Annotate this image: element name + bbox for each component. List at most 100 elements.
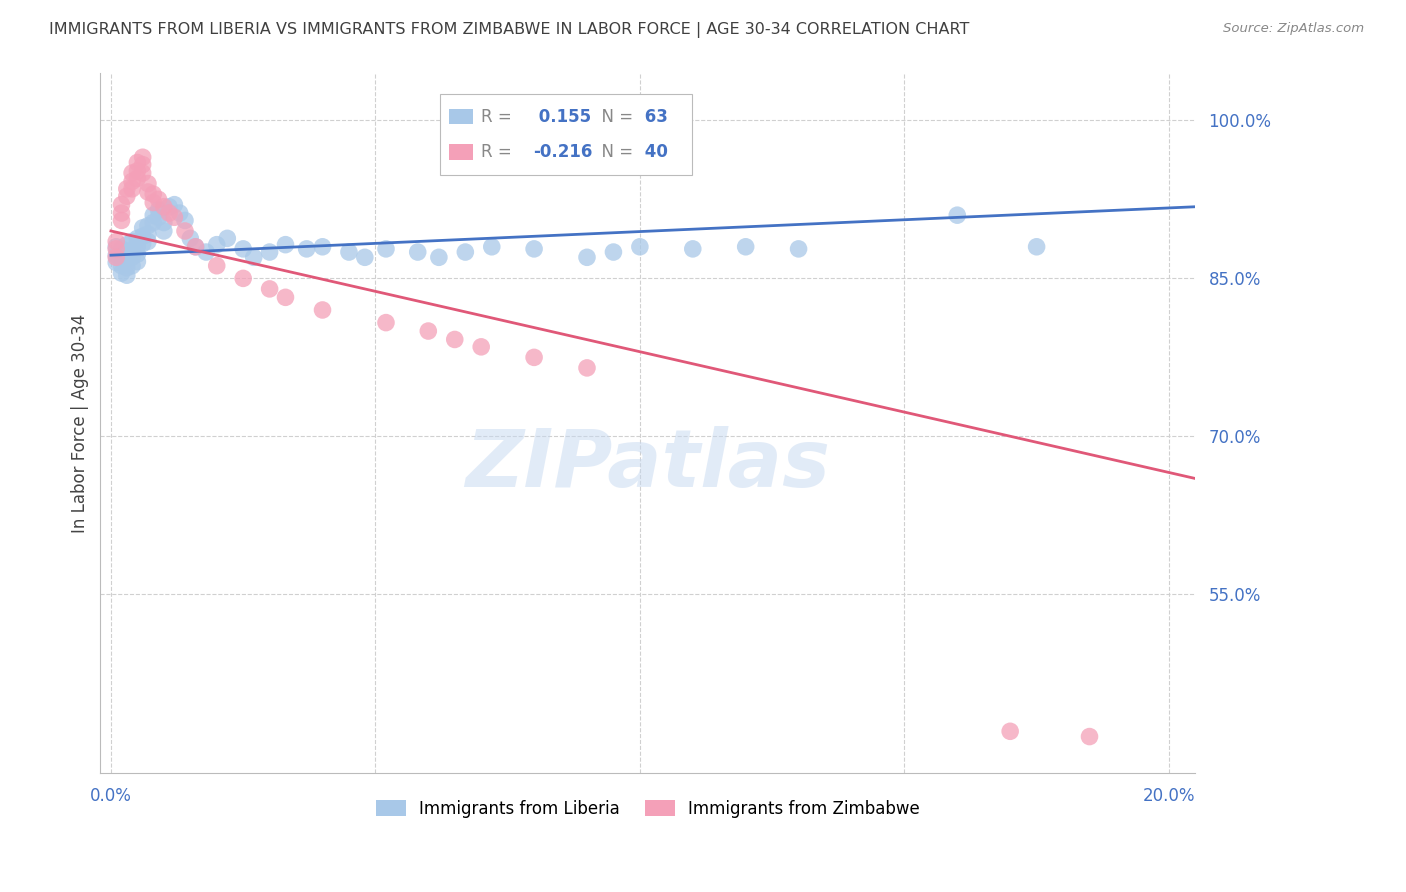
Point [195,245,218,260]
Point [454,245,477,260]
Point [127,254,149,268]
Point [136,185,159,199]
Point [115,252,138,267]
Point [105,235,128,249]
Point [406,245,429,260]
Point [148,211,170,225]
Point [148,193,170,207]
Point [375,316,398,330]
Point [127,171,149,186]
Point [127,155,149,169]
Point [602,245,624,260]
Point [184,240,207,254]
Legend: Immigrants from Liberia, Immigrants from Zimbabwe: Immigrants from Liberia, Immigrants from… [368,793,927,824]
Point [131,150,153,164]
Point [153,215,176,229]
Point [110,259,132,273]
Point [274,237,297,252]
Point [142,215,165,229]
Point [110,213,132,227]
Point [1078,730,1101,744]
Point [232,242,254,256]
Point [470,340,492,354]
Text: 63: 63 [640,108,668,126]
Text: R =: R = [481,108,517,126]
Text: N =: N = [591,143,638,161]
Point [157,206,180,220]
Point [136,219,159,233]
Point [121,250,143,264]
Point [217,231,239,245]
Text: IMMIGRANTS FROM LIBERIA VS IMMIGRANTS FROM ZIMBABWE IN LABOR FORCE | AGE 30-34 C: IMMIGRANTS FROM LIBERIA VS IMMIGRANTS FR… [49,22,970,38]
Point [375,242,398,256]
Point [337,245,360,260]
Point [259,282,281,296]
Point [131,166,153,180]
Point [105,240,128,254]
Point [734,240,756,254]
Point [427,250,450,264]
Point [121,182,143,196]
Point [184,240,207,254]
Point [110,242,132,256]
Point [481,240,503,254]
Point [174,213,197,227]
Point [142,195,165,210]
Point [105,250,128,264]
Point [105,248,128,262]
Point [523,242,546,256]
Point [142,208,165,222]
Point [157,200,180,214]
Point [127,164,149,178]
Point [575,360,598,375]
FancyBboxPatch shape [449,109,472,124]
Point [110,197,132,211]
Point [169,206,191,220]
Point [110,206,132,220]
Point [153,200,176,214]
Point [115,237,138,252]
Point [174,224,197,238]
Point [946,208,969,222]
Point [274,290,297,304]
Point [127,231,149,245]
Point [121,235,143,249]
Point [115,268,138,283]
Point [115,189,138,203]
Point [110,250,132,264]
Point [998,724,1021,739]
Text: R =: R = [481,143,517,161]
Text: 0.155: 0.155 [533,108,591,126]
Point [682,242,704,256]
Point [205,259,228,273]
Point [115,182,138,196]
Point [105,255,128,269]
Point [136,177,159,191]
Point [242,250,264,264]
Point [110,266,132,280]
Point [136,227,159,241]
FancyBboxPatch shape [440,94,692,175]
FancyBboxPatch shape [449,145,472,160]
Point [443,333,465,347]
Point [353,250,375,264]
Point [232,271,254,285]
Point [127,240,149,254]
Point [148,202,170,217]
Point [179,231,201,245]
Point [121,259,143,273]
Point [136,235,159,249]
Point [523,351,546,365]
Point [163,197,186,211]
Point [259,245,281,260]
Point [1025,240,1047,254]
Point [575,250,598,264]
Point [121,166,143,180]
Text: N =: N = [591,108,638,126]
Point [311,240,333,254]
Point [115,260,138,275]
Y-axis label: In Labor Force | Age 30-34: In Labor Force | Age 30-34 [72,314,89,533]
Point [131,220,153,235]
Point [127,247,149,261]
Point [153,224,176,238]
